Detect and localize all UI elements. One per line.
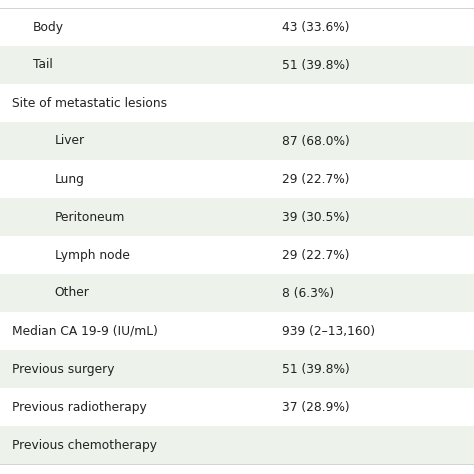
Text: Lung: Lung bbox=[55, 173, 84, 185]
Text: Liver: Liver bbox=[55, 135, 85, 147]
Text: 8 (6.3%): 8 (6.3%) bbox=[282, 286, 334, 300]
Text: 43 (33.6%): 43 (33.6%) bbox=[282, 20, 349, 34]
Bar bbox=[0, 198, 474, 236]
Text: 51 (39.8%): 51 (39.8%) bbox=[282, 58, 350, 72]
Bar bbox=[0, 426, 474, 464]
Text: 29 (22.7%): 29 (22.7%) bbox=[282, 248, 349, 262]
Text: 37 (28.9%): 37 (28.9%) bbox=[282, 401, 350, 413]
Bar bbox=[0, 236, 474, 274]
Text: Median CA 19-9 (IU/mL): Median CA 19-9 (IU/mL) bbox=[12, 325, 158, 337]
Bar bbox=[0, 160, 474, 198]
Bar bbox=[0, 388, 474, 426]
Text: Other: Other bbox=[55, 286, 90, 300]
Text: Lymph node: Lymph node bbox=[55, 248, 129, 262]
Text: Previous radiotherapy: Previous radiotherapy bbox=[12, 401, 146, 413]
Text: Previous surgery: Previous surgery bbox=[12, 363, 114, 375]
Text: 939 (2–13,160): 939 (2–13,160) bbox=[282, 325, 375, 337]
Bar bbox=[0, 312, 474, 350]
Text: 87 (68.0%): 87 (68.0%) bbox=[282, 135, 350, 147]
Text: 39 (30.5%): 39 (30.5%) bbox=[282, 210, 350, 224]
Text: Body: Body bbox=[33, 20, 64, 34]
Text: Previous chemotherapy: Previous chemotherapy bbox=[12, 438, 157, 452]
Bar bbox=[0, 46, 474, 84]
Text: 29 (22.7%): 29 (22.7%) bbox=[282, 173, 349, 185]
Bar bbox=[0, 84, 474, 122]
Text: Site of metastatic lesions: Site of metastatic lesions bbox=[12, 97, 167, 109]
Text: 51 (39.8%): 51 (39.8%) bbox=[282, 363, 350, 375]
Bar bbox=[0, 274, 474, 312]
Bar bbox=[0, 350, 474, 388]
Text: Tail: Tail bbox=[33, 58, 53, 72]
Bar bbox=[0, 8, 474, 46]
Text: Peritoneum: Peritoneum bbox=[55, 210, 125, 224]
Bar bbox=[0, 122, 474, 160]
